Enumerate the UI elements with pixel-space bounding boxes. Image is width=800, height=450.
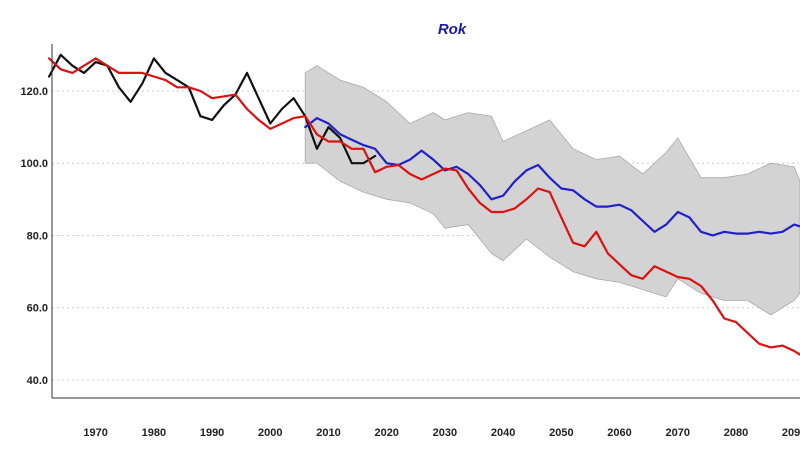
x-tick-labels: 1970 1980 1990 2000 2010 2020 2030 2040 2050 2060… bbox=[83, 427, 800, 439]
y-tick-label: 120.0 bbox=[20, 86, 48, 98]
x-tick-label: 2080 bbox=[724, 427, 748, 439]
x-tick-label: 1970 bbox=[83, 427, 107, 439]
y-tick-label: 40.0 bbox=[27, 375, 48, 387]
x-tick-label: 2040 bbox=[491, 427, 515, 439]
x-tick-label: 2000 bbox=[258, 427, 282, 439]
x-tick-label: 2020 bbox=[374, 427, 398, 439]
x-tick-label: 1980 bbox=[142, 427, 166, 439]
y-tick-label: 100.0 bbox=[20, 158, 48, 170]
axes bbox=[51, 44, 800, 399]
x-tick-label: 2050 bbox=[549, 427, 573, 439]
x-tick-label: 2010 bbox=[316, 427, 340, 439]
x-tick-label: 2090 bbox=[782, 427, 800, 439]
y-tick-labels: 40.0 60.0 80.0 100.0 120.0 bbox=[20, 86, 48, 387]
x-tick-label: 2060 bbox=[607, 427, 631, 439]
series-line-scenario bbox=[47, 57, 800, 356]
x-tick-label: 2030 bbox=[433, 427, 457, 439]
series-line-ensemble_mean bbox=[304, 116, 800, 237]
series-lines bbox=[47, 53, 800, 356]
x-tick-label: 1990 bbox=[200, 427, 224, 439]
uncertainty-band bbox=[304, 65, 800, 316]
y-tick-label: 80.0 bbox=[27, 230, 48, 242]
chart-title: Rok bbox=[438, 21, 467, 38]
y-tick-label: 60.0 bbox=[27, 303, 48, 315]
range-band bbox=[304, 65, 800, 316]
x-tick-label: 2070 bbox=[666, 427, 690, 439]
